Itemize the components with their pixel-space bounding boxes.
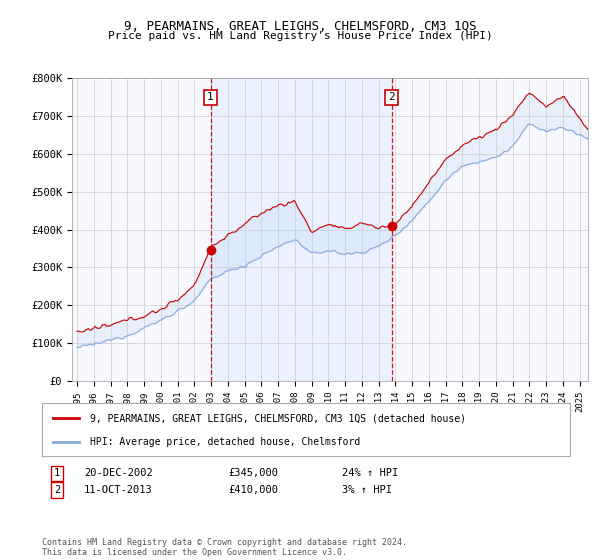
Bar bbox=[211, 78, 392, 381]
Text: 9, PEARMAINS, GREAT LEIGHS, CHELMSFORD, CM3 1QS (detached house): 9, PEARMAINS, GREAT LEIGHS, CHELMSFORD, … bbox=[89, 413, 466, 423]
Text: 11-OCT-2013: 11-OCT-2013 bbox=[84, 485, 153, 495]
Text: 20-DEC-2002: 20-DEC-2002 bbox=[84, 468, 153, 478]
Text: 3% ↑ HPI: 3% ↑ HPI bbox=[342, 485, 392, 495]
Text: £410,000: £410,000 bbox=[228, 485, 278, 495]
Text: Price paid vs. HM Land Registry's House Price Index (HPI): Price paid vs. HM Land Registry's House … bbox=[107, 31, 493, 41]
Text: 9, PEARMAINS, GREAT LEIGHS, CHELMSFORD, CM3 1QS: 9, PEARMAINS, GREAT LEIGHS, CHELMSFORD, … bbox=[124, 20, 476, 32]
Text: HPI: Average price, detached house, Chelmsford: HPI: Average price, detached house, Chel… bbox=[89, 436, 360, 446]
Text: £345,000: £345,000 bbox=[228, 468, 278, 478]
Text: 1: 1 bbox=[207, 92, 214, 102]
Text: 24% ↑ HPI: 24% ↑ HPI bbox=[342, 468, 398, 478]
Text: 2: 2 bbox=[54, 485, 60, 495]
Text: 2: 2 bbox=[388, 92, 395, 102]
Text: Contains HM Land Registry data © Crown copyright and database right 2024.
This d: Contains HM Land Registry data © Crown c… bbox=[42, 538, 407, 557]
Text: 1: 1 bbox=[54, 468, 60, 478]
